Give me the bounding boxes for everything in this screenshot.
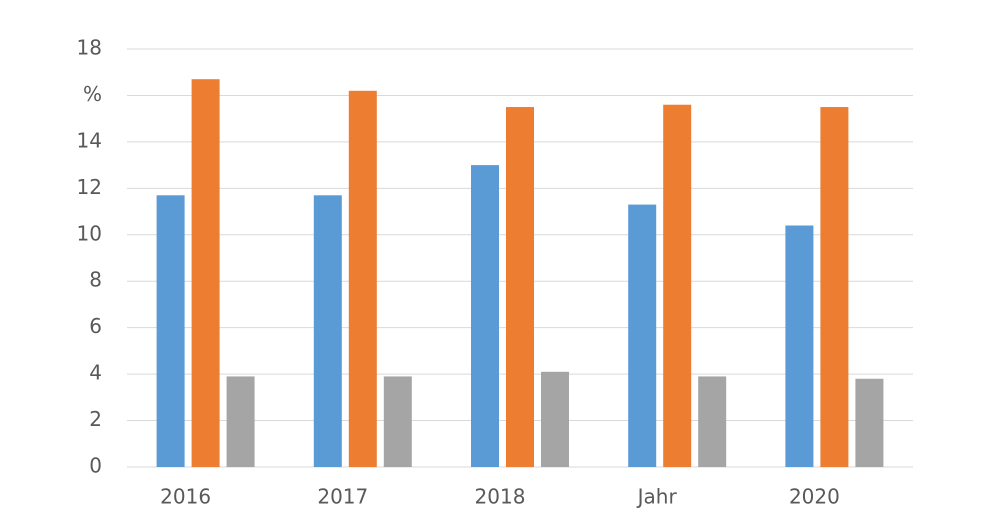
bar <box>313 195 342 468</box>
x-tick-label: 2018 <box>475 485 526 509</box>
y-tick-label: 8 <box>89 268 102 292</box>
bar <box>785 225 814 467</box>
bar <box>698 376 727 467</box>
bar <box>628 204 657 468</box>
y-tick-label: 2 <box>89 407 102 431</box>
y-tick-label: 14 <box>77 128 102 152</box>
x-tick-label: 2020 <box>789 485 840 509</box>
x-tick-label: 2017 <box>317 485 368 509</box>
y-tick-label: 12 <box>77 175 102 199</box>
bar <box>191 79 220 467</box>
x-tick-label: 2016 <box>160 485 211 509</box>
bar <box>506 107 534 468</box>
y-tick-label: 6 <box>89 314 102 338</box>
bar <box>348 90 377 468</box>
bar <box>383 376 412 467</box>
bar <box>663 104 692 467</box>
bar <box>156 195 185 468</box>
bar <box>820 107 849 468</box>
y-tick-label: 10 <box>77 221 102 245</box>
y-tick-label: 0 <box>89 454 102 478</box>
bar <box>855 378 884 467</box>
bar <box>471 165 499 467</box>
bar <box>541 371 569 467</box>
bar <box>226 376 255 467</box>
x-tick-label: Jahr <box>636 485 678 509</box>
y-tick-label: 4 <box>89 361 102 385</box>
y-tick-label: 18 <box>77 36 102 60</box>
y-tick-label: % <box>83 82 102 106</box>
